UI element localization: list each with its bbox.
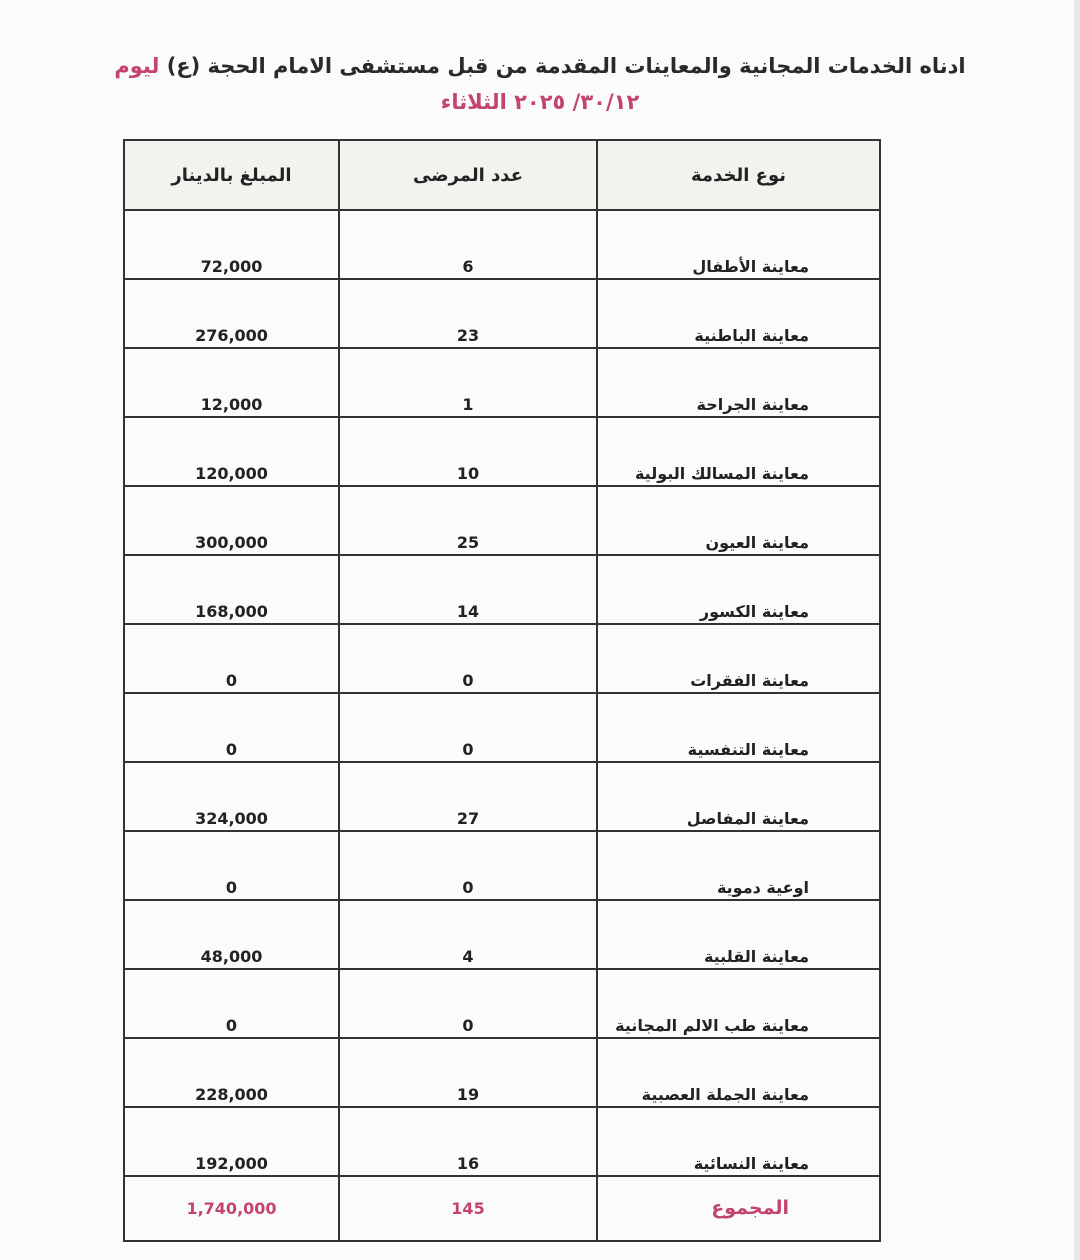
- cell-service: اوعية دموية: [596, 830, 881, 901]
- cell-patients: 6: [338, 209, 598, 280]
- cell-amount: 120,000: [123, 416, 340, 487]
- cell-amount: 0: [123, 692, 340, 763]
- title-line1: ادناه الخدمات المجانية والمعاينات المقدم…: [166, 54, 966, 78]
- table-row: معاينة الجملة العصبية 19 228,000: [123, 1037, 881, 1108]
- table-row: معاينة الكسور 14 168,000: [123, 554, 881, 625]
- cell-service: معاينة الباطنية: [596, 278, 881, 349]
- cell-service: معاينة المسالك البولية: [596, 416, 881, 487]
- cell-patients: 25: [338, 485, 598, 556]
- paper-edge: [1074, 0, 1080, 1260]
- cell-amount: 48,000: [123, 899, 340, 970]
- total-amount: 1,740,000: [123, 1175, 340, 1242]
- table-row: معاينة التنفسية 0 0: [123, 692, 881, 763]
- total-label: المجموع: [596, 1175, 881, 1242]
- table-row: معاينة القلبية 4 48,000: [123, 899, 881, 970]
- table-header-row: نوع الخدمة عدد المرضى المبلغ بالدينار: [123, 139, 881, 211]
- table-row: معاينة المفاصل 27 324,000: [123, 761, 881, 832]
- table-row: معاينة الجراحة 1 12,000: [123, 347, 881, 418]
- cell-amount: 192,000: [123, 1106, 340, 1177]
- cell-patients: 0: [338, 968, 598, 1039]
- cell-service: معاينة القلبية: [596, 899, 881, 970]
- cell-amount: 12,000: [123, 347, 340, 418]
- cell-service: معاينة العيون: [596, 485, 881, 556]
- cell-patients: 4: [338, 899, 598, 970]
- header-patients: عدد المرضى: [338, 139, 598, 211]
- cell-patients: 23: [338, 278, 598, 349]
- cell-amount: 0: [123, 623, 340, 694]
- table-row: معاينة الباطنية 23 276,000: [123, 278, 881, 349]
- cell-patients: 0: [338, 623, 598, 694]
- table-row: معاينة طب الالم المجانية 0 0: [123, 968, 881, 1039]
- table-row: معاينة النسائية 16 192,000: [123, 1106, 881, 1177]
- cell-amount: 168,000: [123, 554, 340, 625]
- cell-amount: 0: [123, 968, 340, 1039]
- cell-service: معاينة الفقرات: [596, 623, 881, 694]
- cell-service: معاينة الجراحة: [596, 347, 881, 418]
- cell-amount: 72,000: [123, 209, 340, 280]
- cell-patients: 10: [338, 416, 598, 487]
- title-highlight: ليوم: [114, 54, 160, 78]
- table-row: اوعية دموية 0 0: [123, 830, 881, 901]
- table-row: معاينة المسالك البولية 10 120,000: [123, 416, 881, 487]
- total-patients: 145: [338, 1175, 598, 1242]
- cell-service: معاينة النسائية: [596, 1106, 881, 1177]
- cell-patients: 1: [338, 347, 598, 418]
- document-title: ادناه الخدمات المجانية والمعاينات المقدم…: [100, 48, 980, 120]
- cell-patients: 0: [338, 692, 598, 763]
- cell-patients: 16: [338, 1106, 598, 1177]
- cell-service: معاينة الأطفال: [596, 209, 881, 280]
- total-row: المجموع 145 1,740,000: [123, 1175, 881, 1242]
- table-row: معاينة الفقرات 0 0: [123, 623, 881, 694]
- cell-patients: 0: [338, 830, 598, 901]
- header-amount: المبلغ بالدينار: [123, 139, 340, 211]
- cell-service: معاينة الجملة العصبية: [596, 1037, 881, 1108]
- cell-patients: 19: [338, 1037, 598, 1108]
- table-row: معاينة الأطفال 6 72,000: [123, 209, 881, 280]
- cell-amount: 276,000: [123, 278, 340, 349]
- cell-patients: 27: [338, 761, 598, 832]
- cell-amount: 300,000: [123, 485, 340, 556]
- cell-amount: 324,000: [123, 761, 340, 832]
- title-date: ٣٠/١٢/ ٢٠٢٥ الثلاثاء: [440, 90, 640, 114]
- services-table: نوع الخدمة عدد المرضى المبلغ بالدينار مع…: [123, 139, 881, 1242]
- cell-patients: 14: [338, 554, 598, 625]
- cell-service: معاينة المفاصل: [596, 761, 881, 832]
- table-row: معاينة العيون 25 300,000: [123, 485, 881, 556]
- cell-service: معاينة الكسور: [596, 554, 881, 625]
- cell-service: معاينة التنفسية: [596, 692, 881, 763]
- header-service: نوع الخدمة: [596, 139, 881, 211]
- cell-amount: 228,000: [123, 1037, 340, 1108]
- cell-service: معاينة طب الالم المجانية: [596, 968, 881, 1039]
- cell-amount: 0: [123, 830, 340, 901]
